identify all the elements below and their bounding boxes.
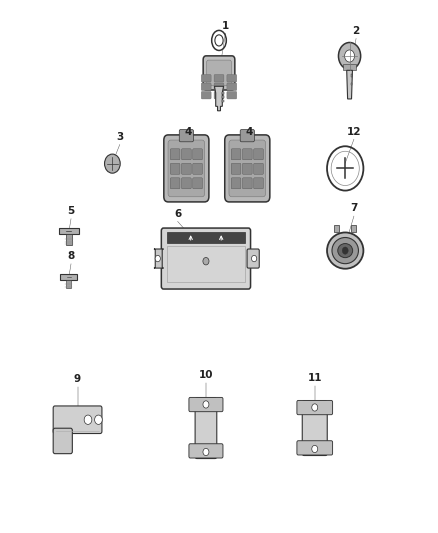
- FancyBboxPatch shape: [189, 398, 223, 411]
- Text: 11: 11: [307, 373, 322, 383]
- FancyBboxPatch shape: [168, 140, 205, 197]
- FancyBboxPatch shape: [179, 130, 194, 142]
- FancyBboxPatch shape: [231, 149, 241, 160]
- FancyBboxPatch shape: [53, 406, 102, 433]
- Circle shape: [84, 415, 92, 424]
- FancyBboxPatch shape: [189, 444, 223, 458]
- FancyBboxPatch shape: [302, 401, 327, 456]
- FancyBboxPatch shape: [170, 149, 180, 160]
- Ellipse shape: [332, 238, 358, 264]
- Text: 7: 7: [350, 204, 357, 214]
- FancyBboxPatch shape: [227, 92, 237, 99]
- FancyBboxPatch shape: [181, 163, 191, 174]
- Circle shape: [339, 43, 360, 69]
- FancyBboxPatch shape: [227, 83, 237, 91]
- Circle shape: [95, 415, 102, 424]
- Ellipse shape: [215, 35, 223, 46]
- Bar: [59, 228, 79, 235]
- Bar: [335, 225, 339, 232]
- Bar: [351, 83, 353, 85]
- Ellipse shape: [338, 244, 353, 257]
- FancyBboxPatch shape: [247, 249, 259, 268]
- FancyBboxPatch shape: [243, 149, 252, 160]
- Polygon shape: [215, 86, 223, 111]
- FancyBboxPatch shape: [201, 83, 211, 91]
- FancyBboxPatch shape: [154, 249, 163, 268]
- FancyBboxPatch shape: [243, 163, 252, 174]
- FancyBboxPatch shape: [164, 135, 209, 202]
- FancyBboxPatch shape: [231, 178, 241, 189]
- Text: 4: 4: [246, 127, 253, 136]
- Bar: [222, 96, 224, 98]
- FancyBboxPatch shape: [254, 163, 263, 174]
- Text: 6: 6: [174, 209, 181, 219]
- Ellipse shape: [327, 232, 364, 269]
- FancyBboxPatch shape: [181, 149, 191, 160]
- Circle shape: [203, 448, 209, 456]
- Text: 2: 2: [353, 26, 360, 36]
- Bar: [222, 100, 224, 102]
- Circle shape: [312, 446, 318, 453]
- FancyBboxPatch shape: [53, 428, 72, 454]
- FancyBboxPatch shape: [170, 178, 180, 189]
- Circle shape: [251, 255, 257, 262]
- Polygon shape: [347, 70, 353, 99]
- Bar: [60, 274, 77, 280]
- Circle shape: [203, 401, 209, 408]
- FancyBboxPatch shape: [231, 163, 241, 174]
- Text: 8: 8: [67, 251, 74, 261]
- Bar: [67, 280, 71, 288]
- FancyBboxPatch shape: [170, 163, 180, 174]
- Circle shape: [345, 50, 354, 62]
- Bar: [351, 74, 353, 77]
- Text: 4: 4: [185, 127, 192, 136]
- FancyBboxPatch shape: [201, 75, 211, 82]
- FancyBboxPatch shape: [297, 400, 332, 415]
- FancyBboxPatch shape: [201, 92, 211, 99]
- Text: 1: 1: [222, 21, 229, 30]
- FancyBboxPatch shape: [203, 56, 235, 90]
- Circle shape: [312, 404, 318, 411]
- FancyBboxPatch shape: [243, 178, 252, 189]
- Text: 5: 5: [67, 206, 74, 216]
- Text: 12: 12: [346, 127, 361, 136]
- FancyBboxPatch shape: [193, 163, 202, 174]
- FancyBboxPatch shape: [297, 441, 332, 455]
- FancyBboxPatch shape: [207, 60, 231, 86]
- Bar: [167, 246, 245, 282]
- Circle shape: [203, 257, 209, 265]
- Circle shape: [155, 255, 160, 262]
- Bar: [167, 232, 245, 244]
- FancyBboxPatch shape: [214, 92, 224, 99]
- FancyBboxPatch shape: [214, 75, 224, 82]
- FancyBboxPatch shape: [240, 130, 254, 142]
- FancyBboxPatch shape: [214, 83, 224, 91]
- Circle shape: [342, 247, 348, 254]
- FancyBboxPatch shape: [227, 75, 237, 82]
- FancyBboxPatch shape: [229, 140, 265, 197]
- FancyBboxPatch shape: [193, 178, 202, 189]
- Bar: [343, 64, 356, 70]
- FancyBboxPatch shape: [254, 178, 263, 189]
- Text: 3: 3: [116, 132, 124, 142]
- FancyBboxPatch shape: [161, 228, 251, 289]
- Circle shape: [105, 154, 120, 173]
- Bar: [222, 92, 224, 94]
- Bar: [66, 235, 72, 245]
- FancyBboxPatch shape: [254, 149, 263, 160]
- FancyBboxPatch shape: [225, 135, 270, 202]
- Bar: [351, 225, 356, 232]
- Text: 9: 9: [74, 374, 81, 384]
- FancyBboxPatch shape: [195, 398, 217, 458]
- FancyBboxPatch shape: [193, 149, 202, 160]
- FancyBboxPatch shape: [181, 178, 191, 189]
- Text: 10: 10: [199, 370, 213, 381]
